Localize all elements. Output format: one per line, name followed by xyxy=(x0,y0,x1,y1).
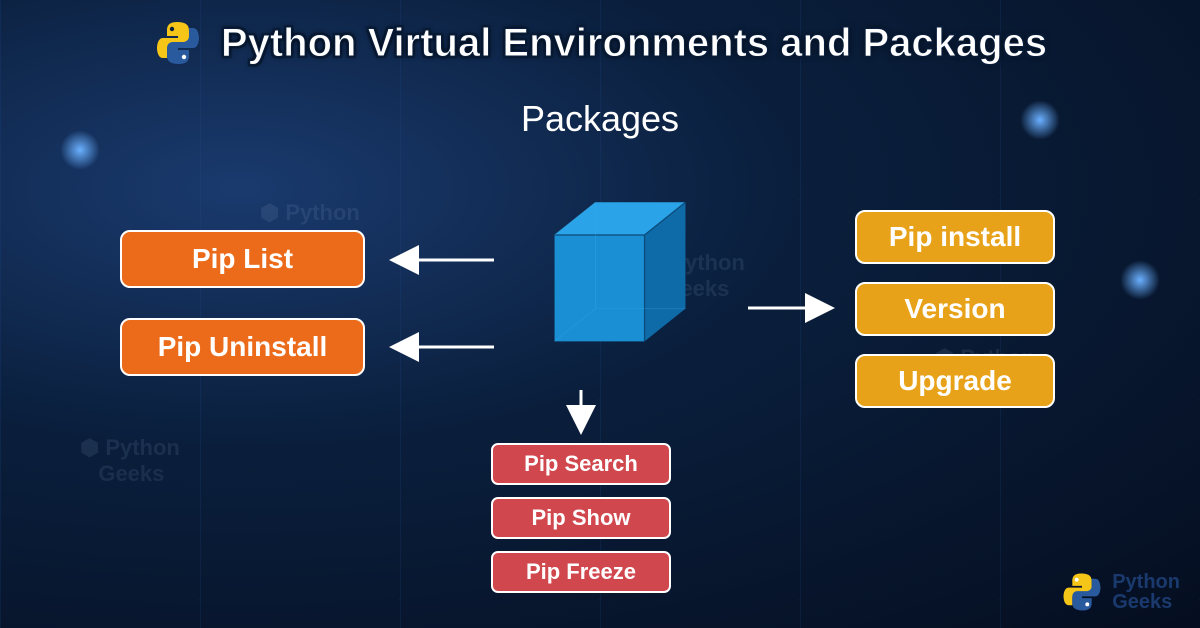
brand-logo: Python Geeks xyxy=(1060,570,1180,614)
brand-text: Python Geeks xyxy=(1112,572,1180,612)
box-pip-install: Pip install xyxy=(855,210,1055,264)
box-pip-show: Pip Show xyxy=(491,497,671,539)
brand-name: Python xyxy=(1112,572,1180,592)
brand-sub: Geeks xyxy=(1112,592,1180,612)
diagram-canvas: ⬢ Python Geeks ⬢ Python Geeks ⬢ Python G… xyxy=(0,0,1200,628)
watermark: ⬢ Python Geeks xyxy=(80,435,180,487)
box-pip-uninstall: Pip Uninstall xyxy=(120,318,365,376)
box-upgrade: Upgrade xyxy=(855,354,1055,408)
python-logo-icon xyxy=(1060,570,1104,614)
box-version: Version xyxy=(855,282,1055,336)
box-pip-search: Pip Search xyxy=(491,443,671,485)
cube-icon xyxy=(530,190,710,370)
box-pip-list: Pip List xyxy=(120,230,365,288)
box-pip-freeze: Pip Freeze xyxy=(491,551,671,593)
